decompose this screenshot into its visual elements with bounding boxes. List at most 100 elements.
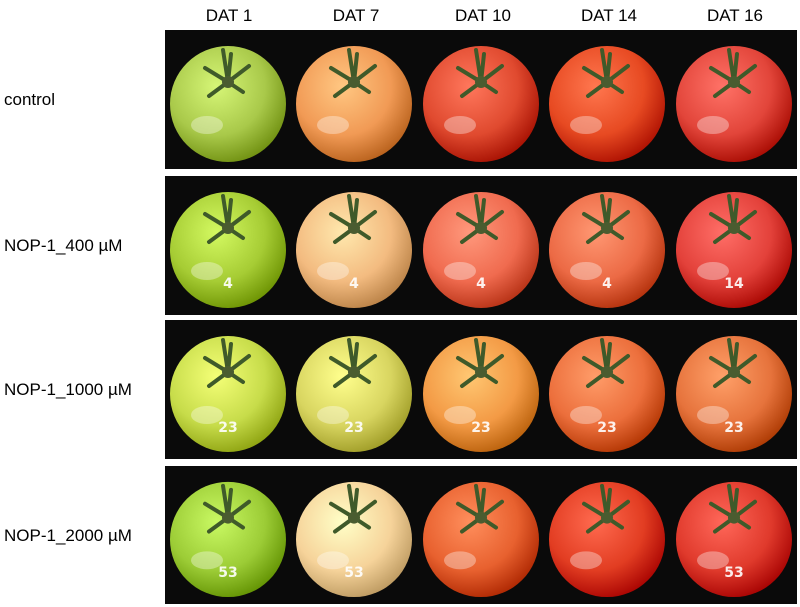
tomato-fruit — [296, 336, 413, 452]
calyx-center — [727, 511, 740, 524]
calyx-stem — [329, 483, 378, 534]
fruit-number-label: 4 — [350, 276, 360, 292]
column-header-dat-10: DAT 10 — [454, 6, 512, 25]
tomato-photo: 23 — [291, 320, 417, 459]
tomato-fruit — [296, 481, 413, 598]
glare-highlight — [443, 262, 476, 280]
fruit-number-label: 23 — [724, 420, 743, 436]
tomato-fruit — [675, 336, 792, 452]
tomato-photo: 53 — [165, 466, 291, 604]
row-label-nop-400: NOP-1_400 µM — [4, 236, 123, 255]
calyx-stem — [329, 338, 378, 388]
calyx-stem — [203, 48, 251, 98]
tomato-fruit — [422, 336, 539, 452]
tomato-photo: 14 — [671, 176, 797, 315]
calyx-center — [348, 511, 361, 524]
glare-highlight — [191, 116, 223, 134]
tomato-fruit — [675, 192, 792, 308]
calyx-stem — [455, 48, 504, 98]
calyx-stem — [329, 194, 378, 244]
column-header-dat-16: DAT 16 — [706, 6, 764, 25]
calyx-stem — [708, 338, 757, 388]
fruit-number-label: 23 — [597, 420, 616, 436]
calyx-center — [348, 76, 361, 88]
tomato-photo: 4 — [165, 176, 291, 315]
calyx-center — [222, 222, 234, 234]
glare-highlight — [191, 406, 223, 424]
calyx-center — [727, 366, 740, 378]
tomato-fruit — [170, 336, 286, 452]
row-label-control: control — [4, 90, 56, 109]
glare-highlight — [443, 551, 476, 570]
row-label-nop-1000: NOP-1_1000 µM — [4, 380, 132, 399]
tomato-fruit — [422, 481, 539, 598]
tomato-fruit — [675, 481, 792, 598]
calyx-center — [474, 76, 487, 88]
photo-strip-nop-1000: 23 23 23 23 23 — [165, 320, 797, 459]
fruit-number-label: 23 — [218, 420, 237, 436]
tomato-photo — [544, 30, 670, 169]
tomato-fruit — [422, 46, 539, 162]
fruit-number-label: 23 — [471, 420, 490, 436]
glare-highlight — [317, 406, 350, 424]
calyx-stem — [203, 483, 251, 534]
calyx-center — [601, 366, 614, 378]
tomato-photo: 4 — [418, 176, 544, 315]
tomato-photo: 53 — [291, 466, 417, 604]
tomato-photo: 4 — [291, 176, 417, 315]
column-header-dat-1: DAT 1 — [205, 6, 253, 25]
tomato-photo: 23 — [165, 320, 291, 459]
glare-highlight — [570, 262, 603, 280]
calyx-stem — [582, 48, 631, 98]
calyx-stem — [455, 483, 504, 534]
tomato-photo — [291, 30, 417, 169]
photo-strip-nop-2000: 53 53 53 — [165, 466, 797, 604]
tomato-fruit — [296, 46, 413, 162]
glare-highlight — [191, 551, 223, 570]
tomato-photo — [165, 30, 291, 169]
tomato-photo: 53 — [671, 466, 797, 604]
calyx-center — [474, 222, 487, 234]
calyx-stem — [582, 194, 631, 244]
tomato-photo — [544, 466, 670, 604]
column-header-dat-14: DAT 14 — [580, 6, 638, 25]
tomato-fruit — [549, 46, 666, 162]
fruit-number-label: 14 — [724, 276, 744, 292]
glare-highlight — [317, 116, 350, 134]
tomato-fruit — [170, 481, 286, 598]
glare-highlight — [570, 551, 603, 570]
tomato-fruit — [549, 481, 666, 598]
glare-highlight — [696, 116, 729, 134]
calyx-stem — [708, 483, 757, 534]
tomato-fruit — [170, 46, 286, 162]
glare-highlight — [570, 406, 603, 424]
fruit-number-label: 4 — [223, 276, 233, 292]
tomato-fruit — [549, 192, 666, 308]
calyx-stem — [203, 194, 251, 244]
glare-highlight — [696, 262, 729, 280]
photo-strip-control — [165, 30, 797, 169]
calyx-center — [222, 511, 234, 524]
tomato-photo: 23 — [671, 320, 797, 459]
calyx-center — [474, 366, 487, 378]
tomato-fruit — [549, 336, 666, 452]
fruit-number-label: 53 — [345, 565, 364, 581]
calyx-stem — [708, 48, 757, 98]
calyx-center — [727, 222, 740, 234]
glare-highlight — [443, 116, 476, 134]
row-label-nop-2000: NOP-1_2000 µM — [4, 526, 132, 545]
calyx-stem — [329, 48, 378, 98]
calyx-center — [601, 76, 614, 88]
glare-highlight — [191, 262, 223, 280]
fruit-number-label: 23 — [345, 420, 364, 436]
calyx-stem — [582, 338, 631, 388]
calyx-center — [222, 76, 234, 88]
calyx-stem — [708, 194, 757, 244]
calyx-center — [348, 366, 361, 378]
calyx-stem — [203, 338, 251, 388]
glare-highlight — [570, 116, 603, 134]
fruit-number-label: 53 — [724, 565, 743, 581]
column-header-dat-7: DAT 7 — [332, 6, 380, 25]
calyx-center — [474, 511, 487, 524]
fruit-number-label: 4 — [476, 276, 486, 292]
